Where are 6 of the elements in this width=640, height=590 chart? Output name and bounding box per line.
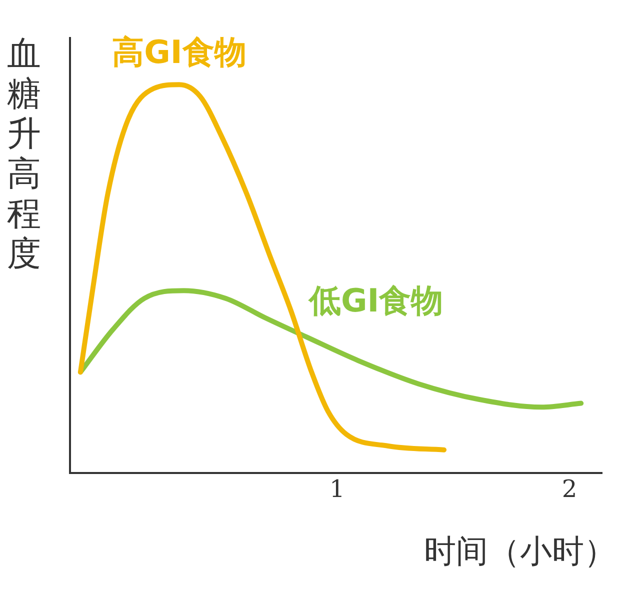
series-label: 高GI食物: [112, 32, 246, 71]
y-axis-title: 血糖升高程度: [6, 34, 42, 274]
x-tick-label: 2: [562, 474, 578, 503]
series-label: 低GI食物: [306, 282, 444, 320]
x-axis-title: 时间（小时）: [424, 531, 616, 572]
x-tick-label: 1: [330, 474, 345, 503]
